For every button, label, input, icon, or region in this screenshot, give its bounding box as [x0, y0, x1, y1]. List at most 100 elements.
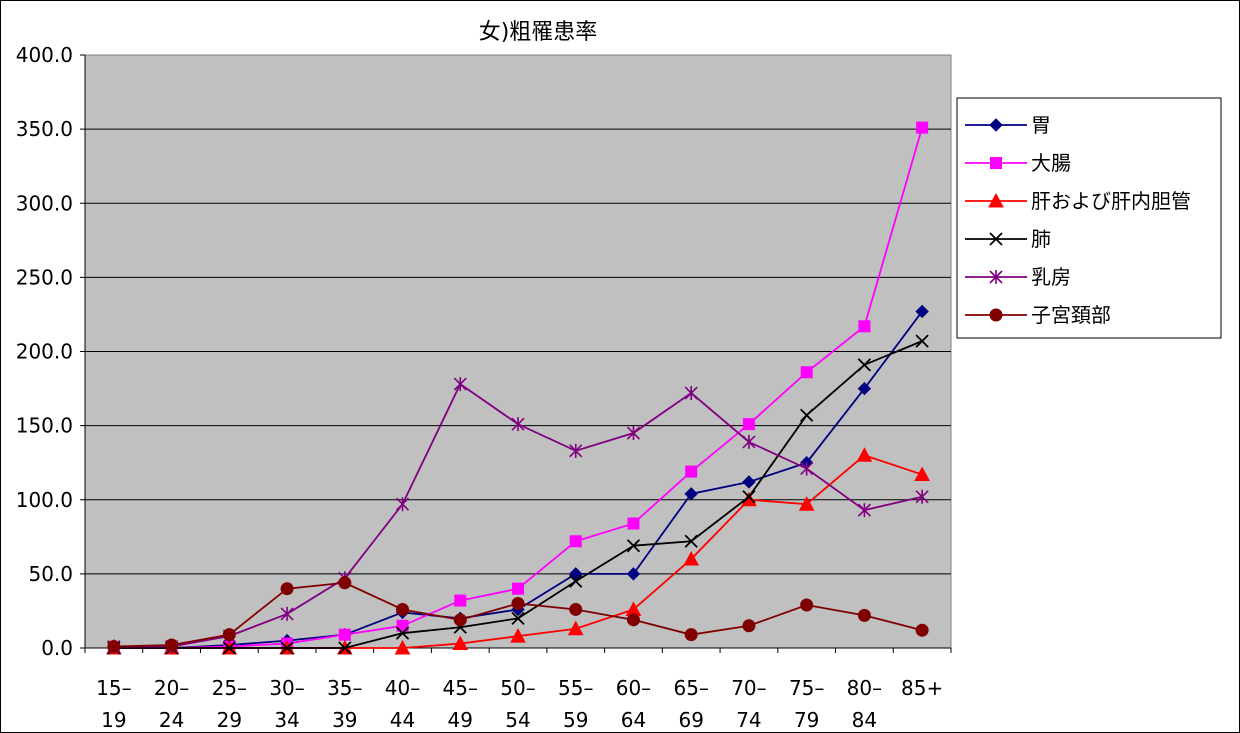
- data-point: [742, 619, 756, 633]
- legend-entry: 肺: [965, 227, 1051, 251]
- legend-label: 胃: [1031, 113, 1051, 137]
- x-tick-label: 75–: [789, 676, 824, 700]
- chart-title: 女)粗罹患率: [479, 20, 598, 45]
- legend-box: [956, 97, 1222, 339]
- data-point: [107, 640, 121, 654]
- x-tick-label: 55–: [558, 676, 593, 700]
- data-point: [914, 466, 930, 482]
- series-6: [107, 576, 929, 654]
- x-tick-label: 30–: [269, 676, 304, 700]
- x-tick-label: 79: [794, 708, 819, 732]
- data-point: [857, 608, 871, 622]
- data-point: [569, 567, 583, 581]
- data-point: [396, 619, 409, 632]
- data-point: [338, 628, 351, 641]
- x-tick-label: 39: [332, 708, 357, 732]
- x-tick-label: 70–: [731, 676, 766, 700]
- y-tick-label: 150.0: [16, 414, 73, 438]
- legend-label: 肺: [1031, 227, 1051, 251]
- legend-marker: [989, 270, 1003, 284]
- data-point: [684, 386, 698, 401]
- data-point: [395, 497, 410, 512]
- data-point: [280, 641, 294, 655]
- data-point: [511, 597, 525, 611]
- x-tick-label: 74: [736, 708, 761, 732]
- x-tick-label: 80–: [847, 676, 882, 700]
- data-point: [742, 434, 756, 449]
- x-tick-label: 34: [274, 708, 299, 732]
- y-tick-label: 350.0: [16, 117, 73, 141]
- data-point: [915, 334, 929, 348]
- x-tick-label: 40–: [385, 676, 420, 700]
- data-point: [394, 639, 411, 655]
- legend-marker: [989, 118, 1003, 132]
- legend-entry: 乳房: [965, 265, 1071, 289]
- data-point: [510, 628, 526, 643]
- x-tick-label: 69: [678, 708, 703, 732]
- data-point: [280, 606, 294, 621]
- x-tick-label: 25–: [212, 676, 247, 700]
- legend-label: 肝および肝内胆管: [1031, 189, 1191, 213]
- data-point: [684, 628, 698, 642]
- legend-entry: 子宮頚部: [965, 303, 1111, 327]
- x-tick-label: 49: [448, 708, 473, 732]
- data-point: [454, 594, 467, 607]
- x-tick-label: 60–: [616, 676, 651, 700]
- data-point: [338, 641, 352, 655]
- data-point: [916, 121, 929, 134]
- x-tick-label: 64: [621, 708, 646, 732]
- data-point: [569, 602, 583, 616]
- data-point: [742, 490, 756, 504]
- data-point: [627, 517, 640, 530]
- x-tick-label: 20–: [154, 676, 189, 700]
- legend-entry: 肝および肝内胆管: [965, 189, 1191, 213]
- data-point: [569, 535, 582, 548]
- data-point: [626, 613, 640, 627]
- y-tick-label: 200.0: [16, 340, 73, 364]
- legend-label: 子宮頚部: [1031, 303, 1111, 327]
- data-point: [396, 602, 410, 616]
- data-point: [856, 447, 873, 462]
- data-point: [798, 496, 815, 511]
- x-tick-label: 85+: [901, 676, 943, 700]
- y-tick-label: 400.0: [16, 43, 73, 67]
- data-point: [452, 635, 469, 651]
- data-point: [395, 626, 410, 640]
- data-point: [512, 582, 524, 595]
- data-point: [742, 475, 756, 489]
- data-point: [338, 576, 352, 590]
- x-tick-label: 29: [217, 708, 242, 732]
- y-tick-label: 100.0: [16, 488, 73, 512]
- legend-marker: [990, 157, 1002, 169]
- data-point: [800, 408, 814, 422]
- data-point: [511, 611, 525, 625]
- data-point: [800, 366, 813, 379]
- x-tick-label: 84: [852, 708, 877, 732]
- data-point: [280, 582, 294, 596]
- legend-marker: [989, 232, 1003, 246]
- x-tick-label: 65–: [673, 676, 708, 700]
- data-point: [569, 443, 583, 458]
- data-point: [569, 574, 583, 588]
- data-point: [684, 487, 698, 501]
- legend-label: 乳房: [1031, 265, 1071, 289]
- y-tick-label: 300.0: [16, 191, 73, 215]
- x-axis: 15– 19 20– 24 25– 29 30– 34 35– 39 40– 44 45– 49 50– 54…: [84, 647, 952, 732]
- x-tick-label: 50–: [500, 676, 535, 700]
- data-point: [685, 465, 698, 478]
- data-point: [511, 417, 525, 432]
- series-lines: [106, 121, 930, 655]
- legend-entry: 大腸: [965, 151, 1071, 175]
- y-tick-label: 0.0: [41, 636, 73, 660]
- x-tick-label: 54: [505, 708, 530, 732]
- data-point: [683, 550, 700, 566]
- y-tick-label: 250.0: [16, 265, 73, 289]
- y-axis: 0.0 50.0 100.0 150.0 200.0 250.0 300.0 350.0 400…: [16, 43, 86, 660]
- x-tick-label: 35–: [327, 676, 362, 700]
- data-point: [222, 641, 236, 655]
- data-point: [857, 381, 872, 396]
- data-point: [857, 358, 872, 372]
